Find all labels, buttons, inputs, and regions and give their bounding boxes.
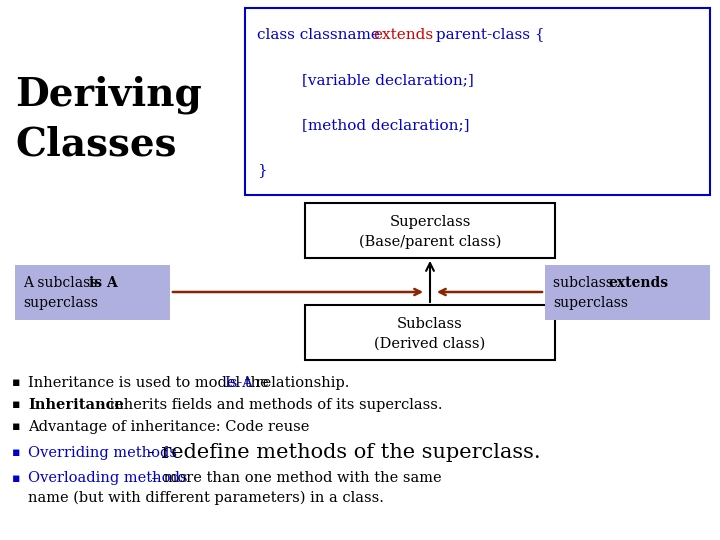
Text: ▪: ▪ (12, 421, 20, 434)
Text: Overriding methods: Overriding methods (28, 446, 177, 460)
Text: Inheritance is used to model the: Inheritance is used to model the (28, 376, 274, 390)
Text: extends: extends (608, 275, 668, 289)
FancyBboxPatch shape (545, 265, 710, 320)
Text: A subclass: A subclass (23, 275, 102, 289)
Text: (Derived class): (Derived class) (374, 336, 485, 350)
Text: extends: extends (373, 28, 433, 42)
Text: Is-A: Is-A (224, 376, 253, 390)
Text: superclass: superclass (23, 296, 98, 310)
Text: Deriving: Deriving (15, 76, 202, 114)
Text: Inheritance: Inheritance (28, 398, 124, 412)
Text: class classname: class classname (257, 28, 384, 42)
Text: Advantage of inheritance: Code reuse: Advantage of inheritance: Code reuse (28, 420, 310, 434)
Text: - redefine methods of the superclass.: - redefine methods of the superclass. (141, 443, 541, 462)
Text: ▪: ▪ (12, 447, 20, 460)
FancyBboxPatch shape (15, 265, 170, 320)
FancyBboxPatch shape (305, 305, 555, 360)
Text: ▪: ▪ (12, 376, 20, 389)
Text: }: } (257, 163, 266, 177)
Text: [variable declaration;]: [variable declaration;] (302, 73, 474, 87)
Text: is A: is A (89, 275, 118, 289)
Text: ▪: ▪ (12, 399, 20, 411)
FancyBboxPatch shape (245, 8, 710, 195)
Text: ▪: ▪ (12, 471, 20, 484)
Text: subclass: subclass (553, 275, 617, 289)
Text: Classes: Classes (15, 126, 176, 164)
Text: Overloading methods: Overloading methods (28, 471, 187, 485)
Text: – more than one method with the same: – more than one method with the same (147, 471, 441, 485)
Text: name (but with different parameters) in a class.: name (but with different parameters) in … (28, 491, 384, 505)
Text: superclass: superclass (553, 296, 628, 310)
Text: - inherits fields and methods of its superclass.: - inherits fields and methods of its sup… (100, 398, 443, 412)
Text: relationship.: relationship. (251, 376, 349, 390)
Text: [method declaration;]: [method declaration;] (302, 118, 469, 132)
Text: (Base/parent class): (Base/parent class) (359, 234, 501, 249)
Text: parent-class {: parent-class { (431, 28, 544, 42)
Text: Superclass: Superclass (390, 215, 471, 230)
FancyBboxPatch shape (305, 203, 555, 258)
Text: Subclass: Subclass (397, 317, 463, 331)
